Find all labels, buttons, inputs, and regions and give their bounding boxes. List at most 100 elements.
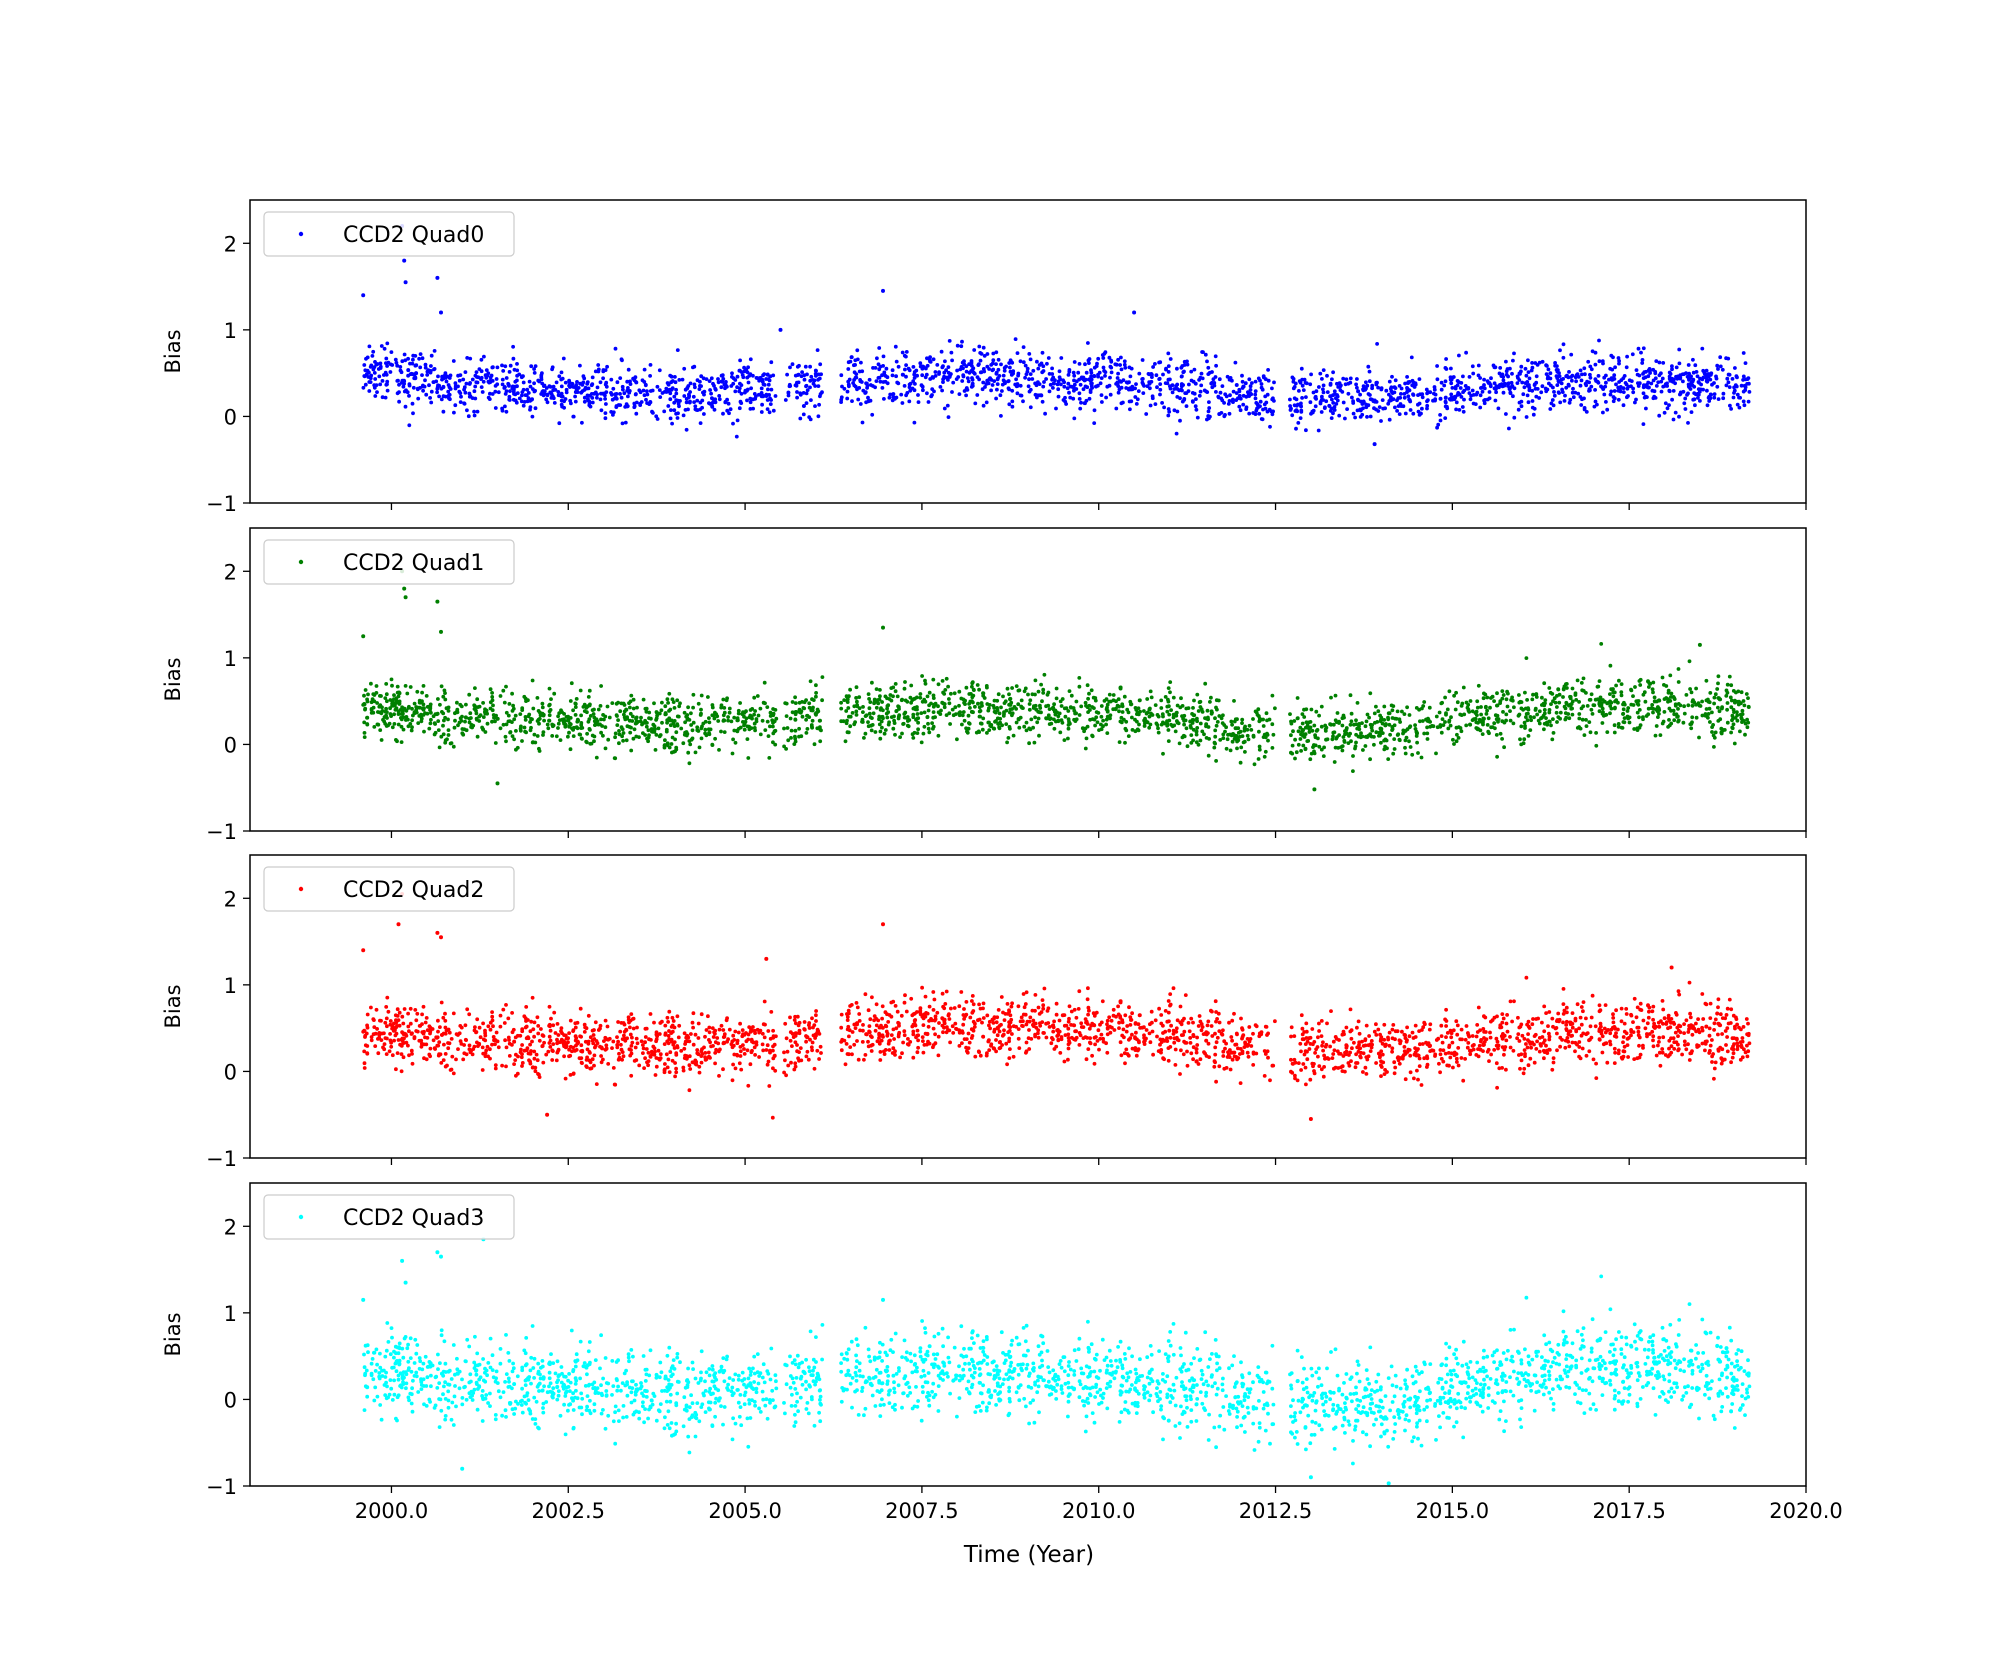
data-point bbox=[1667, 723, 1672, 728]
data-point bbox=[1028, 357, 1033, 362]
data-point bbox=[1601, 410, 1605, 415]
data-point bbox=[883, 374, 888, 378]
data-point bbox=[1033, 715, 1037, 720]
data-point bbox=[412, 701, 417, 706]
data-point bbox=[1166, 697, 1170, 702]
data-point bbox=[486, 371, 491, 376]
data-point bbox=[1364, 405, 1369, 410]
data-point bbox=[1190, 718, 1195, 722]
data-point bbox=[1553, 700, 1558, 705]
data-point bbox=[1107, 355, 1112, 360]
data-point bbox=[1059, 356, 1064, 360]
data-point bbox=[504, 409, 509, 414]
data-point bbox=[1258, 404, 1262, 409]
data-point bbox=[1298, 737, 1303, 741]
data-point bbox=[1095, 720, 1100, 725]
data-point bbox=[528, 720, 532, 724]
data-point bbox=[1210, 385, 1215, 390]
data-point bbox=[926, 708, 931, 713]
data-point bbox=[1243, 750, 1247, 754]
data-point bbox=[1715, 363, 1720, 368]
data-point bbox=[1290, 743, 1295, 748]
data-point bbox=[1314, 709, 1319, 714]
data-point bbox=[993, 719, 997, 724]
data-point bbox=[1449, 381, 1454, 386]
data-point bbox=[926, 721, 930, 726]
data-point bbox=[985, 379, 990, 384]
data-point bbox=[1475, 699, 1480, 704]
data-point bbox=[1737, 405, 1742, 410]
data-point bbox=[1158, 387, 1163, 392]
data-point bbox=[1485, 695, 1490, 700]
data-point bbox=[1221, 713, 1225, 718]
data-point bbox=[1334, 402, 1339, 406]
data-point bbox=[541, 733, 545, 737]
data-point bbox=[1257, 719, 1262, 724]
data-point bbox=[1302, 732, 1307, 737]
data-point bbox=[1081, 387, 1086, 392]
data-point bbox=[429, 710, 433, 715]
data-point bbox=[700, 405, 704, 410]
data-point bbox=[1182, 398, 1186, 402]
data-point bbox=[1519, 700, 1524, 704]
data-point bbox=[418, 365, 423, 370]
data-point bbox=[1079, 704, 1084, 709]
data-point bbox=[621, 731, 626, 735]
data-point bbox=[739, 383, 744, 387]
data-point bbox=[1296, 729, 1301, 734]
data-point bbox=[766, 387, 770, 392]
data-point bbox=[1377, 733, 1381, 738]
data-point bbox=[378, 703, 383, 708]
data-point bbox=[453, 718, 457, 723]
data-point bbox=[741, 710, 745, 715]
data-point bbox=[1585, 704, 1590, 708]
data-point bbox=[428, 396, 432, 400]
data-point bbox=[1594, 743, 1599, 748]
data-point bbox=[903, 710, 908, 715]
data-point bbox=[374, 684, 379, 688]
data-point bbox=[625, 404, 630, 409]
data-point bbox=[1356, 389, 1360, 394]
data-point bbox=[1614, 698, 1619, 703]
data-point bbox=[646, 728, 651, 733]
data-point bbox=[429, 400, 434, 405]
data-point bbox=[1579, 403, 1584, 407]
data-point bbox=[1739, 690, 1744, 695]
data-point bbox=[1021, 360, 1026, 365]
data-point bbox=[1668, 379, 1673, 383]
data-point bbox=[578, 363, 582, 368]
data-point bbox=[1316, 428, 1321, 433]
data-point bbox=[638, 719, 643, 724]
data-point bbox=[709, 391, 713, 396]
data-point bbox=[1240, 721, 1244, 725]
data-point bbox=[867, 697, 871, 701]
data-point bbox=[895, 694, 900, 699]
data-point bbox=[658, 733, 663, 737]
data-point bbox=[1502, 745, 1506, 750]
data-point bbox=[400, 378, 405, 383]
data-point bbox=[691, 692, 696, 697]
data-point bbox=[1642, 395, 1647, 400]
data-point bbox=[411, 357, 415, 362]
data-point bbox=[783, 398, 788, 402]
data-point bbox=[812, 742, 817, 747]
data-point bbox=[1105, 702, 1110, 707]
data-point bbox=[400, 709, 405, 714]
data-point bbox=[1438, 418, 1443, 423]
data-point bbox=[916, 393, 920, 397]
data-point bbox=[1435, 377, 1440, 382]
data-point bbox=[773, 742, 778, 747]
data-point bbox=[1543, 386, 1548, 391]
data-point bbox=[1167, 718, 1172, 723]
data-point bbox=[818, 718, 822, 723]
data-point bbox=[1175, 703, 1180, 708]
data-point bbox=[766, 377, 771, 381]
data-point bbox=[1464, 350, 1468, 355]
data-point bbox=[1092, 374, 1097, 379]
data-point bbox=[994, 396, 998, 401]
data-point bbox=[737, 389, 742, 394]
data-point bbox=[874, 687, 879, 691]
data-point bbox=[1506, 384, 1510, 388]
data-point bbox=[1674, 365, 1679, 370]
data-point bbox=[676, 401, 681, 406]
